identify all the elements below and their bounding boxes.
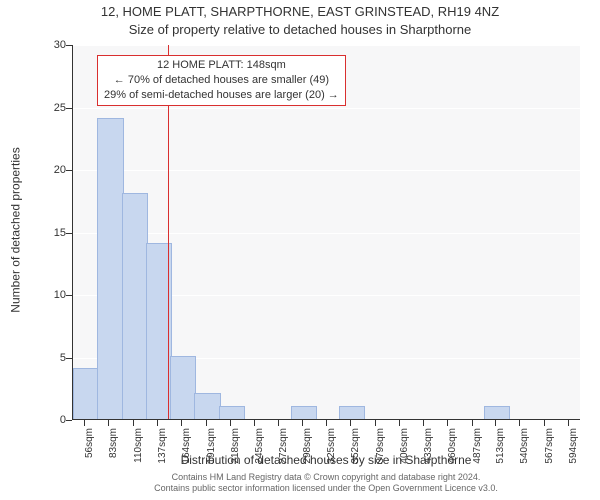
y-tick-label: 20 (36, 164, 66, 176)
grid-line (73, 233, 580, 234)
x-tick-mark (254, 420, 255, 426)
histogram-bar (73, 368, 99, 419)
x-tick-mark (544, 420, 545, 426)
x-tick-mark (278, 420, 279, 426)
y-tick-mark (66, 358, 72, 359)
x-tick-mark (350, 420, 351, 426)
x-tick-label: 352sqm (350, 428, 361, 468)
histogram-bar (194, 393, 220, 419)
y-axis-label: Number of detached properties (9, 147, 23, 312)
footer-line2: Contains public sector information licen… (154, 483, 498, 493)
histogram-bar (122, 193, 148, 419)
x-tick-label: 487sqm (472, 428, 483, 468)
x-tick-mark (568, 420, 569, 426)
x-tick-mark (472, 420, 473, 426)
footer-line1: Contains HM Land Registry data © Crown c… (172, 472, 481, 482)
x-tick-label: 245sqm (254, 428, 265, 468)
page-title-address: 12, HOME PLATT, SHARPTHORNE, EAST GRINST… (0, 4, 600, 19)
y-tick-mark (66, 233, 72, 234)
x-tick-mark (108, 420, 109, 426)
x-tick-label: 83sqm (108, 428, 119, 468)
x-tick-mark (302, 420, 303, 426)
histogram-bar (291, 406, 317, 420)
x-tick-label: 272sqm (278, 428, 289, 468)
x-tick-mark (447, 420, 448, 426)
x-tick-label: 513sqm (495, 428, 506, 468)
grid-line (73, 108, 580, 109)
x-tick-label: 433sqm (423, 428, 434, 468)
x-tick-label: 164sqm (181, 428, 192, 468)
x-tick-mark (326, 420, 327, 426)
x-tick-label: 110sqm (133, 428, 144, 468)
x-tick-label: 406sqm (399, 428, 410, 468)
y-tick-label: 30 (36, 39, 66, 51)
x-tick-label: 325sqm (326, 428, 337, 468)
y-tick-mark (66, 170, 72, 171)
x-tick-mark (84, 420, 85, 426)
y-tick-label: 10 (36, 289, 66, 301)
x-tick-mark (375, 420, 376, 426)
histogram-bar (97, 118, 123, 419)
histogram-bar (219, 406, 245, 420)
x-tick-label: 379sqm (375, 428, 386, 468)
y-tick-label: 0 (36, 414, 66, 426)
x-tick-label: 191sqm (206, 428, 217, 468)
x-tick-label: 218sqm (230, 428, 241, 468)
histogram-bar (484, 406, 510, 420)
x-tick-label: 567sqm (544, 428, 555, 468)
x-tick-label: 298sqm (302, 428, 313, 468)
grid-line (73, 45, 580, 46)
attribution-footer: Contains HM Land Registry data © Crown c… (72, 472, 580, 495)
y-tick-mark (66, 108, 72, 109)
x-tick-label: 56sqm (84, 428, 95, 468)
y-tick-mark (66, 420, 72, 421)
annotation-line3: 29% of semi-detached houses are larger (… (104, 88, 339, 103)
x-tick-mark (181, 420, 182, 426)
grid-line (73, 170, 580, 171)
x-tick-label: 460sqm (447, 428, 458, 468)
y-tick-label: 25 (36, 102, 66, 114)
x-tick-label: 540sqm (519, 428, 530, 468)
x-tick-mark (423, 420, 424, 426)
histogram-bar (170, 356, 196, 420)
x-tick-mark (230, 420, 231, 426)
x-tick-mark (519, 420, 520, 426)
y-tick-mark (66, 45, 72, 46)
annotation-line2: ← 70% of detached houses are smaller (49… (104, 73, 339, 88)
x-tick-mark (206, 420, 207, 426)
histogram-bar (339, 406, 365, 420)
y-tick-mark (66, 295, 72, 296)
x-tick-mark (495, 420, 496, 426)
x-tick-mark (133, 420, 134, 426)
annotation-box: 12 HOME PLATT: 148sqm← 70% of detached h… (97, 55, 346, 106)
y-axis-label-container: Number of detached properties (6, 0, 26, 460)
y-tick-label: 5 (36, 352, 66, 364)
y-tick-label: 15 (36, 227, 66, 239)
annotation-line1: 12 HOME PLATT: 148sqm (104, 58, 339, 73)
histogram-chart: 12 HOME PLATT: 148sqm← 70% of detached h… (72, 45, 580, 420)
x-tick-label: 594sqm (568, 428, 579, 468)
page-subtitle: Size of property relative to detached ho… (0, 22, 600, 37)
x-tick-mark (157, 420, 158, 426)
x-tick-label: 137sqm (157, 428, 168, 468)
x-tick-mark (399, 420, 400, 426)
